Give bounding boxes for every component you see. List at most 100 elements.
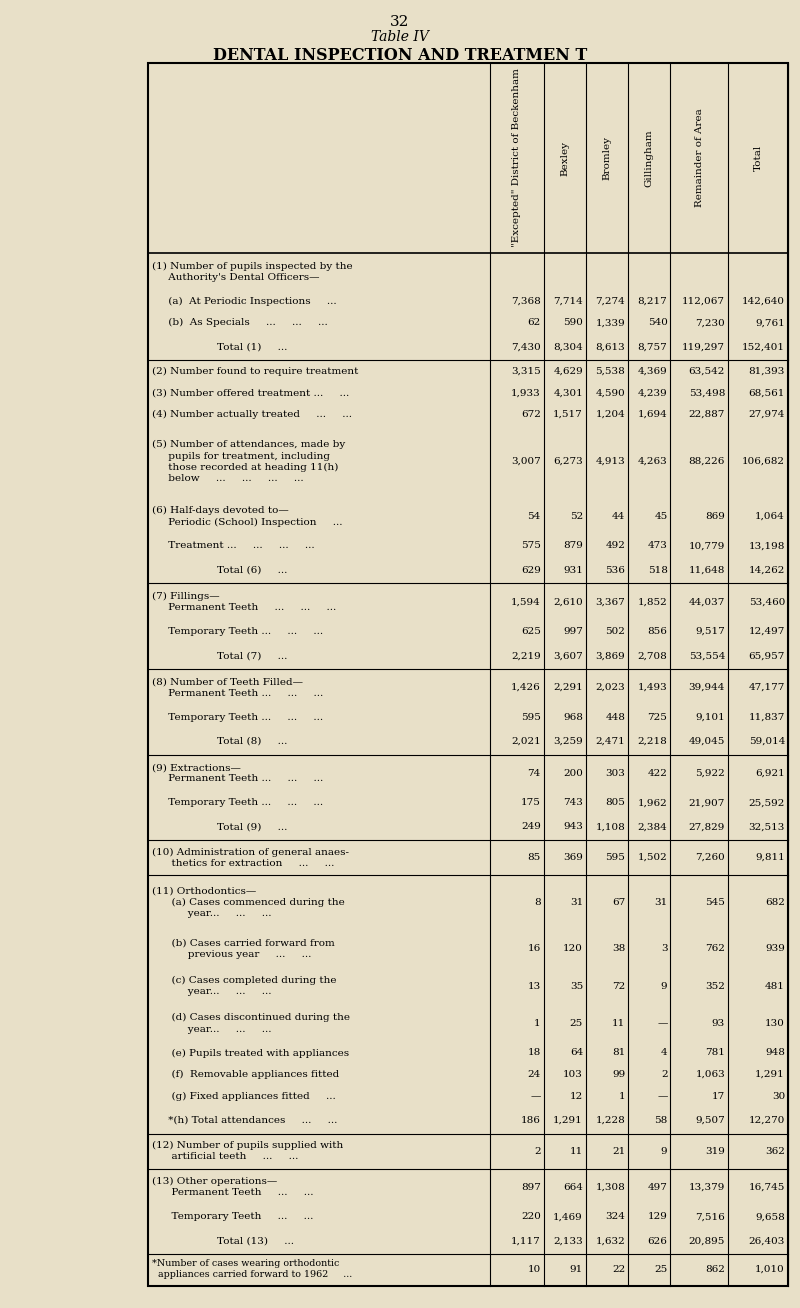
Text: 2,708: 2,708 [638, 651, 667, 661]
Text: 7,230: 7,230 [695, 318, 725, 327]
Text: 8,304: 8,304 [554, 343, 583, 352]
Text: 1,933: 1,933 [511, 388, 541, 398]
Text: 11,648: 11,648 [689, 565, 725, 574]
Text: 54: 54 [527, 511, 541, 521]
Text: 9,517: 9,517 [695, 627, 725, 636]
Text: (c) Cases completed during the
           year...     ...     ...: (c) Cases completed during the year... .… [152, 976, 337, 997]
Text: 67: 67 [612, 899, 626, 906]
Text: 1,108: 1,108 [595, 823, 626, 832]
Text: 473: 473 [648, 542, 667, 551]
Text: (b) Cases carried forward from
           previous year     ...     ...: (b) Cases carried forward from previous … [152, 939, 334, 959]
Text: 1,594: 1,594 [511, 598, 541, 607]
Text: *(h) Total attendances     ...     ...: *(h) Total attendances ... ... [152, 1116, 338, 1125]
Text: 7,516: 7,516 [695, 1213, 725, 1222]
Text: 1,291: 1,291 [554, 1116, 583, 1125]
Text: Bromley: Bromley [602, 136, 612, 181]
Text: 502: 502 [606, 627, 626, 636]
Text: 997: 997 [563, 627, 583, 636]
Text: 10,779: 10,779 [689, 542, 725, 551]
Text: 2,219: 2,219 [511, 651, 541, 661]
Text: 81,393: 81,393 [749, 366, 785, 375]
Text: (e) Pupils treated with appliances: (e) Pupils treated with appliances [152, 1049, 349, 1057]
Text: (4) Number actually treated     ...     ...: (4) Number actually treated ... ... [152, 409, 352, 419]
Text: 32,513: 32,513 [749, 823, 785, 832]
Text: 629: 629 [521, 565, 541, 574]
Text: 1,517: 1,517 [554, 409, 583, 419]
Text: 4,629: 4,629 [554, 366, 583, 375]
Text: "Excepted" District of Beckenham: "Excepted" District of Beckenham [512, 68, 522, 247]
Text: 44: 44 [612, 511, 626, 521]
Text: 4,913: 4,913 [595, 456, 626, 466]
Text: 26,403: 26,403 [749, 1236, 785, 1245]
Text: 65,957: 65,957 [749, 651, 785, 661]
Text: Table IV: Table IV [371, 30, 429, 44]
Text: 3,315: 3,315 [511, 366, 541, 375]
Text: 9,507: 9,507 [695, 1116, 725, 1125]
Text: 1,308: 1,308 [595, 1182, 626, 1192]
Text: Temporary Teeth ...     ...     ...: Temporary Teeth ... ... ... [152, 798, 323, 807]
Text: 862: 862 [706, 1265, 725, 1274]
Text: 13,379: 13,379 [689, 1182, 725, 1192]
Text: 35: 35 [570, 981, 583, 990]
Text: 3,259: 3,259 [554, 736, 583, 746]
Text: 7,260: 7,260 [695, 853, 725, 862]
Text: 27,829: 27,829 [689, 823, 725, 832]
Text: 540: 540 [648, 318, 667, 327]
Text: 856: 856 [648, 627, 667, 636]
Text: 948: 948 [765, 1049, 785, 1057]
Text: Gillingham: Gillingham [645, 129, 654, 187]
Text: 625: 625 [521, 627, 541, 636]
Text: (6) Half-days devoted to—
     Periodic (School) Inspection     ...: (6) Half-days devoted to— Periodic (Scho… [152, 506, 342, 527]
Text: 25: 25 [654, 1265, 667, 1274]
Text: 12: 12 [570, 1092, 583, 1101]
Text: 27,974: 27,974 [749, 409, 785, 419]
Text: —: — [530, 1092, 541, 1101]
Text: 6,921: 6,921 [755, 769, 785, 778]
Text: 2,291: 2,291 [554, 683, 583, 692]
Text: 249: 249 [521, 823, 541, 832]
Text: 45: 45 [654, 511, 667, 521]
Text: —: — [657, 1019, 667, 1028]
Text: 1,426: 1,426 [511, 683, 541, 692]
Text: 9,761: 9,761 [755, 318, 785, 327]
Text: 2,218: 2,218 [638, 736, 667, 746]
Text: 2,471: 2,471 [595, 736, 626, 746]
Text: (b)  As Specials     ...     ...     ...: (b) As Specials ... ... ... [152, 318, 328, 327]
Text: 2,610: 2,610 [554, 598, 583, 607]
Text: 2: 2 [661, 1070, 667, 1079]
Text: 9,101: 9,101 [695, 713, 725, 722]
Text: 120: 120 [563, 944, 583, 954]
Bar [148, 63, 788, 1286]
Text: 44,037: 44,037 [689, 598, 725, 607]
Text: (13) Other operations—
      Permanent Teeth     ...     ...: (13) Other operations— Permanent Teeth .… [152, 1177, 314, 1198]
Text: 781: 781 [706, 1049, 725, 1057]
Text: 24: 24 [527, 1070, 541, 1079]
Text: 879: 879 [563, 542, 583, 551]
Text: (f)  Removable appliances fitted: (f) Removable appliances fitted [152, 1070, 339, 1079]
Text: Total (1)     ...: Total (1) ... [152, 343, 287, 352]
Text: 2,384: 2,384 [638, 823, 667, 832]
Text: 1,962: 1,962 [638, 798, 667, 807]
Text: 303: 303 [606, 769, 626, 778]
Text: 21,907: 21,907 [689, 798, 725, 807]
Text: 319: 319 [706, 1147, 725, 1156]
Text: Remainder of Area: Remainder of Area [694, 109, 704, 208]
Text: 11,837: 11,837 [749, 713, 785, 722]
Text: 595: 595 [521, 713, 541, 722]
Text: 762: 762 [706, 944, 725, 954]
Text: 31: 31 [654, 899, 667, 906]
Text: (9) Extractions—
     Permanent Teeth ...     ...     ...: (9) Extractions— Permanent Teeth ... ...… [152, 763, 323, 783]
Text: (10) Administration of general anaes-
      thetics for extraction     ...     .: (10) Administration of general anaes- th… [152, 848, 349, 867]
Text: 25: 25 [570, 1019, 583, 1028]
Text: (8) Number of Teeth Filled—
     Permanent Teeth ...     ...     ...: (8) Number of Teeth Filled— Permanent Te… [152, 678, 323, 697]
Text: (g) Fixed appliances fitted     ...: (g) Fixed appliances fitted ... [152, 1092, 336, 1101]
Text: Temporary Teeth ...     ...     ...: Temporary Teeth ... ... ... [152, 627, 323, 636]
Text: 52: 52 [570, 511, 583, 521]
Text: *Number of cases wearing orthodontic
  appliances carried forward to 1962     ..: *Number of cases wearing orthodontic app… [152, 1260, 352, 1279]
Text: 805: 805 [606, 798, 626, 807]
Text: (1) Number of pupils inspected by the
     Authority's Dental Officers—: (1) Number of pupils inspected by the Au… [152, 262, 353, 281]
Text: 88,226: 88,226 [689, 456, 725, 466]
Text: 53,554: 53,554 [689, 651, 725, 661]
Text: 85: 85 [527, 853, 541, 862]
Text: 47,177: 47,177 [749, 683, 785, 692]
